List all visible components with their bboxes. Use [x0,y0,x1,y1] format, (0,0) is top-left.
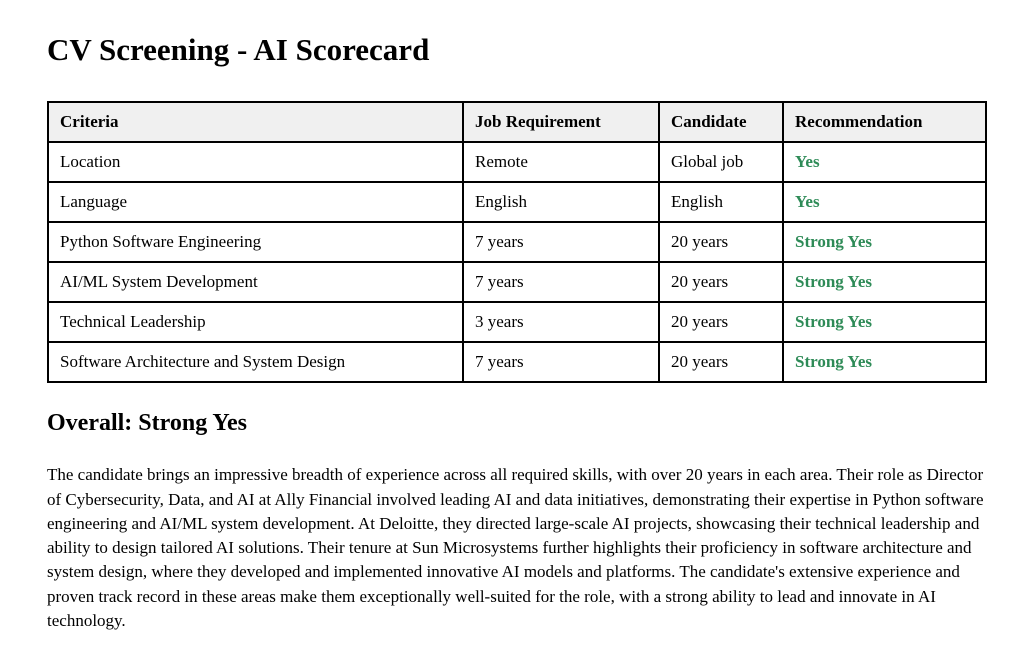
cell-recommendation: Strong Yes [782,340,987,383]
cell-job-requirement: 7 years [462,260,660,303]
cell-recommendation: Yes [782,180,987,223]
cell-recommendation: Strong Yes [782,300,987,343]
column-header-job-requirement: Job Requirement [462,100,660,143]
cell-job-requirement: 7 years [462,220,660,263]
summary-paragraph: The candidate brings an impressive bread… [47,465,984,631]
table-row-ai-ml-system-development: AI/ML System Development 7 years 20 year… [47,260,987,303]
table-row-location: Location Remote Global job Yes [47,140,987,183]
cell-candidate: Global job [658,140,784,183]
table-row-language: Language English English Yes [47,180,987,223]
cell-candidate: 20 years [658,300,784,343]
cell-recommendation: Strong Yes [782,260,987,303]
cell-job-requirement: English [462,180,660,223]
cell-recommendation: Strong Yes [782,220,987,263]
cell-candidate: 20 years [658,340,784,383]
cell-job-requirement: 3 years [462,300,660,343]
page-title: CV Screening - AI Scorecard [47,32,430,67]
cell-candidate: English [658,180,784,223]
table-header-row: Criteria Job Requirement Candidate Recom… [47,100,987,143]
cell-criteria: Language [47,180,464,223]
cell-job-requirement: Remote [462,140,660,183]
column-header-recommendation: Recommendation [782,100,987,143]
column-header-candidate: Candidate [658,100,784,143]
cell-job-requirement: 7 years [462,340,660,383]
cell-candidate: 20 years [658,220,784,263]
cell-criteria: AI/ML System Development [47,260,464,303]
scorecard-table: Criteria Job Requirement Candidate Recom… [47,100,987,383]
cell-candidate: 20 years [658,260,784,303]
document-page: CV Screening - AI Scorecard Criteria Job… [47,32,987,631]
cell-criteria: Location [47,140,464,183]
cell-recommendation: Yes [782,140,987,183]
cell-criteria: Python Software Engineering [47,220,464,263]
overall-result-heading: Overall: Strong Yes [47,409,247,436]
cell-criteria: Technical Leadership [47,300,464,343]
column-header-criteria: Criteria [47,100,464,143]
cell-criteria: Software Architecture and System Design [47,340,464,383]
table-row-software-architecture: Software Architecture and System Design … [47,340,987,383]
table-row-technical-leadership: Technical Leadership 3 years 20 years St… [47,300,987,343]
table-row-python-software-engineering: Python Software Engineering 7 years 20 y… [47,220,987,263]
